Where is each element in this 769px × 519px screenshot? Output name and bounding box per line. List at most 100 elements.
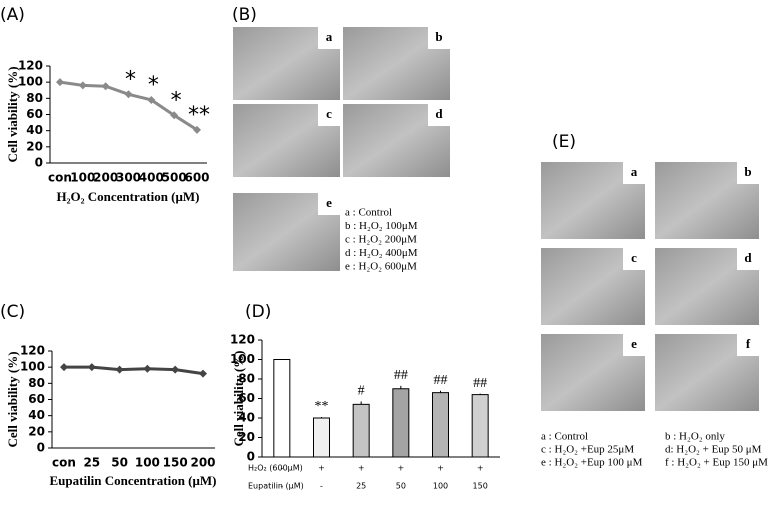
tile-label: d [435, 106, 443, 121]
bar [392, 388, 410, 458]
data-point [143, 364, 152, 373]
x-tick-label: + [318, 464, 325, 473]
y-tick-label: 120 [230, 333, 255, 347]
legend-entry: f : H₂O₂ + Eup 150 μM [665, 457, 768, 469]
y-tick-label: 0 [35, 156, 43, 170]
bar [273, 359, 291, 458]
y-axis-label: Cell viability (%) [5, 66, 20, 162]
data-line [64, 365, 204, 376]
legend-entry: c : H₂O₂ 200μM [345, 234, 417, 246]
tile-label: a [631, 164, 638, 179]
bar [313, 417, 330, 458]
x-tick-label: 25 [83, 456, 100, 470]
y-tick-label: 20 [238, 430, 255, 444]
legend-entry: d : H₂O₂ 400μM [345, 247, 418, 259]
y-tick-label: 100 [20, 360, 45, 374]
legend-entry: d: H₂O₂ + Eup 50 μM [665, 444, 762, 456]
tile-label: c [326, 106, 332, 121]
legend-entry: e : H₂O₂ 600μM [345, 261, 417, 273]
x-tick-label: 100 [70, 171, 95, 185]
panel-label: (B) [232, 5, 257, 25]
x-axis-label: Eupatilin Concentration (μM) [50, 473, 217, 488]
row-name: H₂O₂ (600μM) [248, 464, 303, 473]
tile-label: b [435, 29, 442, 44]
tile-label-box [737, 334, 759, 356]
tile-label: b [744, 164, 751, 179]
y-tick-label: 0 [247, 450, 255, 464]
y-tick-label: 80 [238, 372, 255, 386]
bar [471, 394, 489, 458]
x-tick-label: 600 [184, 171, 209, 185]
significance: * [171, 88, 182, 113]
y-tick-label: 20 [28, 424, 45, 438]
tile-label-box [623, 162, 645, 184]
y-tick-label: 120 [20, 344, 45, 358]
x-tick-label: - [280, 464, 283, 473]
data-point [78, 81, 87, 90]
x-tick-label: 25 [356, 482, 366, 491]
data-point [124, 90, 133, 99]
significance: ** [188, 103, 210, 128]
significance: ** [315, 399, 329, 414]
y-tick-label: 60 [26, 107, 43, 121]
significance: ## [434, 373, 448, 388]
panel-label: (E) [552, 132, 576, 152]
data-point [87, 363, 96, 372]
panel-label: (D) [245, 302, 271, 322]
y-tick-label: 40 [238, 411, 255, 425]
x-tick-label: 300 [116, 171, 141, 185]
y-axis-label: Cell viability (%) [5, 351, 20, 447]
x-tick-label: + [358, 464, 365, 473]
panel-label: (A) [0, 5, 25, 25]
tile-label-box [737, 162, 759, 184]
bar [432, 392, 449, 458]
x-tick-label: 100 [135, 456, 160, 470]
y-tick-label: 40 [26, 123, 43, 137]
y-tick-label: 40 [28, 408, 45, 422]
x-tick-label: + [437, 464, 444, 473]
data-point [115, 365, 124, 374]
y-tick-label: 0 [37, 441, 45, 455]
legend-entry: c : H₂O₂ +Eup 25μM [541, 444, 634, 456]
x-tick-label: 150 [473, 482, 488, 491]
tile-label-box [318, 193, 340, 215]
data-point [56, 78, 64, 87]
bar [352, 403, 370, 458]
x-tick-label: 150 [163, 456, 188, 470]
x-tick-label: 200 [93, 171, 118, 185]
y-axis-label: Cell viability (%) [231, 350, 246, 446]
x-tick-label: 500 [162, 171, 187, 185]
data-point [101, 82, 110, 91]
x-tick-label: con [48, 171, 72, 185]
tile-label-box [318, 27, 340, 49]
y-tick-label: 80 [26, 91, 43, 105]
significance: ## [473, 376, 487, 391]
y-tick-label: 120 [18, 59, 43, 73]
tile-label-box [428, 104, 450, 126]
legend-entry: a : Control [345, 207, 392, 219]
legend-entry: e : H₂O₂ +Eup 100 μM [541, 457, 643, 469]
x-tick-label: con [52, 456, 76, 470]
y-tick-label: 60 [238, 391, 255, 405]
data-point [171, 365, 180, 374]
tile-label-box [737, 248, 759, 270]
tile-label-box [623, 248, 645, 270]
tile-label-box [428, 27, 450, 49]
x-tick-label: 200 [190, 456, 215, 470]
x-tick-label: 50 [111, 456, 128, 470]
tile-label: a [326, 29, 333, 44]
y-tick-label: 100 [18, 75, 43, 89]
y-tick-label: 80 [28, 376, 45, 390]
x-axis-label: H₂O₂ Concentration (μM) [57, 189, 200, 204]
tile-label-box [318, 104, 340, 126]
legend-entry: a : Control [541, 431, 588, 443]
tile-label: f [746, 336, 751, 351]
tile-label: d [744, 250, 752, 265]
data-point [199, 369, 207, 378]
legend-entry: b : H₂O₂ only [665, 431, 725, 443]
tile-label: c [631, 250, 637, 265]
tile-label: e [326, 195, 332, 210]
data-point [60, 363, 68, 372]
x-tick-label: + [477, 464, 484, 473]
